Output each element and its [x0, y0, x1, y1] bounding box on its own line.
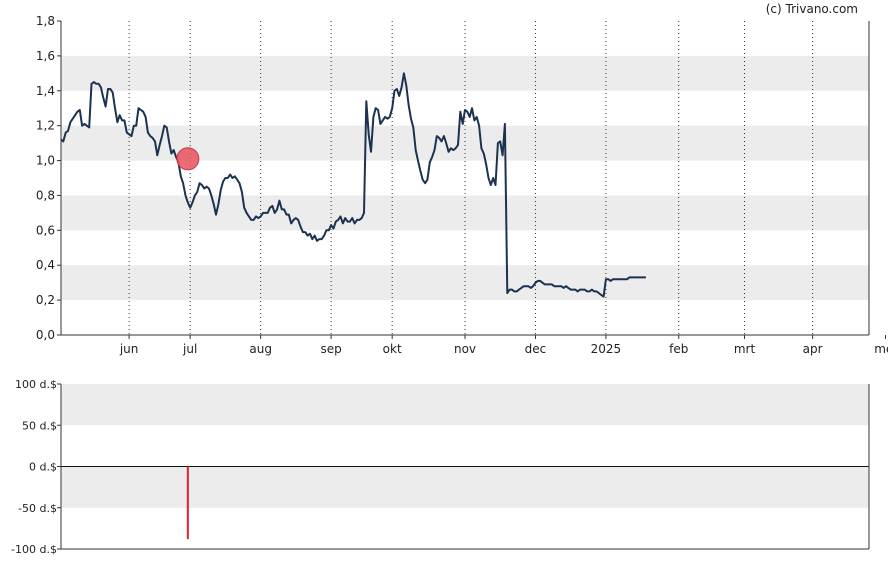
x-tick-label: dec — [525, 342, 547, 356]
y-tick-label: 50 d.$ — [22, 419, 57, 432]
y-tick-label: 1,8 — [36, 14, 55, 28]
y-tick-label: 0,2 — [36, 293, 55, 307]
x-tick-label: 2025 — [591, 342, 622, 356]
grid-band — [61, 384, 869, 426]
y-tick-label: -100 d.$ — [11, 543, 57, 556]
event-marker — [176, 147, 200, 171]
y-tick-label: 0,0 — [36, 328, 55, 342]
x-tick-label: nov — [454, 342, 476, 356]
y-tick-label: 100 d.$ — [15, 378, 57, 391]
y-tick-label: 1,4 — [36, 84, 55, 98]
y-tick-label: -50 d.$ — [18, 502, 57, 515]
y-tick-label: 0,4 — [36, 258, 55, 272]
price-line — [60, 72, 646, 298]
x-tick-label: jun — [119, 342, 139, 356]
y-tick-label: 0,6 — [36, 223, 55, 237]
y-tick-label: 1,0 — [36, 154, 55, 168]
x-tick-label: jul — [182, 342, 197, 356]
y-tick-label: 1,2 — [36, 119, 55, 133]
x-tick-label: feb — [669, 342, 688, 356]
grid-band — [61, 265, 869, 301]
grid-band — [61, 466, 869, 508]
x-tick-label: mei — [874, 342, 888, 356]
y-tick-label: 0,8 — [36, 188, 55, 202]
y-tick-label: 1,6 — [36, 49, 55, 63]
x-tick-label: apr — [803, 342, 823, 356]
x-tick-label: aug — [249, 342, 272, 356]
x-tick-label: okt — [383, 342, 402, 356]
x-tick-label: sep — [320, 342, 341, 356]
x-tick-label: mrt — [734, 342, 756, 356]
y-tick-label: 0 d.$ — [29, 461, 57, 474]
watermark: (c) Trivano.com — [765, 2, 858, 16]
